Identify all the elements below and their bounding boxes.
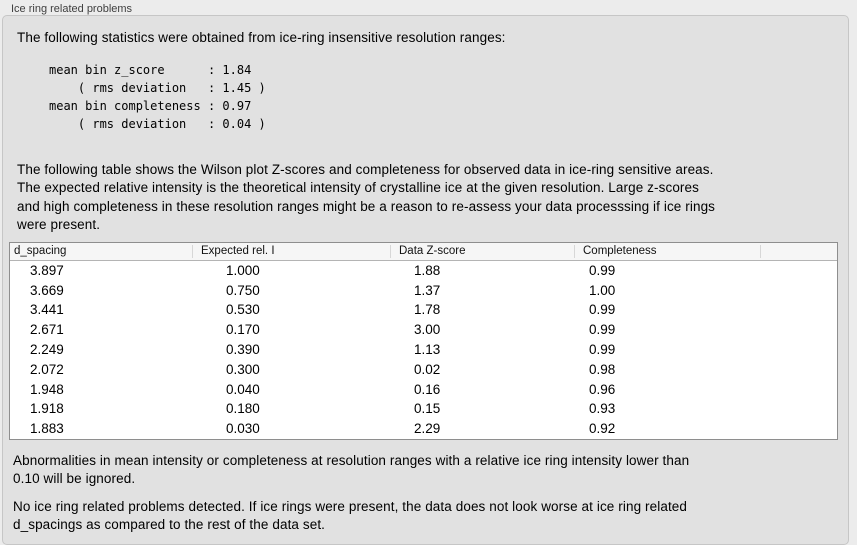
table-row[interactable]: 2.072 0.300 0.02 0.98 bbox=[10, 359, 837, 379]
table-row[interactable]: 1.918 0.180 0.15 0.93 bbox=[10, 399, 837, 419]
cell-expected_rel_i: 0.040 bbox=[226, 381, 260, 397]
cell-completeness: 0.93 bbox=[589, 401, 616, 417]
table-row[interactable]: 2.249 0.390 1.13 0.99 bbox=[10, 340, 837, 360]
table-row[interactable]: 1.948 0.040 0.16 0.96 bbox=[10, 379, 837, 399]
cell-expected_rel_i: 0.180 bbox=[226, 401, 260, 417]
cell-expected_rel_i: 0.390 bbox=[226, 342, 260, 358]
cell-completeness: 0.99 bbox=[589, 342, 616, 358]
table-description-text: The following table shows the Wilson plo… bbox=[17, 161, 716, 233]
cell-completeness: 0.92 bbox=[589, 421, 616, 437]
cell-data_z_score: 1.37 bbox=[414, 282, 441, 298]
cell-d_spacing: 1.883 bbox=[30, 421, 64, 437]
cell-d_spacing: 1.948 bbox=[30, 381, 64, 397]
cell-d_spacing: 3.897 bbox=[30, 262, 64, 278]
column-header-data_z_score[interactable]: Data Z-score bbox=[390, 244, 574, 258]
cell-expected_rel_i: 0.530 bbox=[226, 302, 260, 318]
cell-d_spacing: 2.249 bbox=[30, 342, 64, 358]
ice-ring-groupbox: The following statistics were obtained f… bbox=[2, 15, 849, 545]
cell-data_z_score: 3.00 bbox=[414, 322, 441, 338]
table-row[interactable]: 3.897 1.000 1.88 0.99 bbox=[10, 261, 837, 281]
cell-completeness: 0.98 bbox=[589, 361, 616, 377]
cell-data_z_score: 0.15 bbox=[414, 401, 441, 417]
ice-ring-table: d_spacing Expected rel. I Data Z-score Comp… bbox=[9, 241, 838, 440]
table-row[interactable]: 3.441 0.530 1.78 0.99 bbox=[10, 300, 837, 320]
cell-expected_rel_i: 0.750 bbox=[226, 282, 260, 298]
cell-expected_rel_i: 1.000 bbox=[226, 262, 260, 278]
cell-data_z_score: 0.16 bbox=[414, 381, 441, 397]
stats-intro-text: The following statistics were obtained f… bbox=[17, 30, 506, 45]
ignore-threshold-note: Abnormalities in mean intensity or compl… bbox=[13, 452, 690, 487]
table-row[interactable]: 2.671 0.170 3.00 0.99 bbox=[10, 320, 837, 340]
table-header-row: d_spacing Expected rel. I Data Z-score Comp… bbox=[10, 242, 837, 261]
cell-completeness: 0.96 bbox=[589, 381, 616, 397]
cell-d_spacing: 1.918 bbox=[30, 401, 64, 417]
cell-completeness: 0.99 bbox=[589, 322, 616, 338]
cell-data_z_score: 1.78 bbox=[414, 302, 441, 318]
cell-data_z_score: 2.29 bbox=[414, 421, 441, 437]
stats-block: mean bin z_score : 1.84 ( rms deviation … bbox=[49, 62, 266, 131]
table-row[interactable]: 1.883 0.030 2.29 0.92 bbox=[10, 419, 837, 439]
column-header-completeness[interactable]: Completeness bbox=[574, 244, 760, 258]
cell-data_z_score: 1.13 bbox=[414, 342, 441, 358]
cell-expected_rel_i: 0.170 bbox=[226, 322, 260, 338]
table-row[interactable]: 3.669 0.750 1.37 1.00 bbox=[10, 280, 837, 300]
cell-completeness: 1.00 bbox=[589, 282, 616, 298]
table-body: 3.897 1.000 1.88 0.99 3.669 0.750 1.37 1.00 3.44… bbox=[10, 260, 837, 439]
cell-completeness: 0.99 bbox=[589, 302, 616, 318]
column-header-spacer[interactable] bbox=[760, 244, 837, 258]
column-header-d_spacing[interactable]: d_spacing bbox=[14, 244, 67, 257]
cell-expected_rel_i: 0.030 bbox=[226, 421, 260, 437]
cell-data_z_score: 0.02 bbox=[414, 361, 441, 377]
cell-expected_rel_i: 0.300 bbox=[226, 361, 260, 377]
cell-completeness: 0.99 bbox=[589, 262, 616, 278]
cell-d_spacing: 2.072 bbox=[30, 361, 64, 377]
cell-d_spacing: 3.669 bbox=[30, 282, 64, 298]
cell-d_spacing: 2.671 bbox=[30, 322, 64, 338]
column-header-expected_rel_i[interactable]: Expected rel. I bbox=[192, 244, 390, 258]
panel-title: Ice ring related problems bbox=[11, 3, 133, 15]
conclusion-text: No ice ring related problems detected. I… bbox=[13, 498, 688, 533]
cell-data_z_score: 1.88 bbox=[414, 262, 441, 278]
cell-d_spacing: 3.441 bbox=[30, 302, 64, 318]
